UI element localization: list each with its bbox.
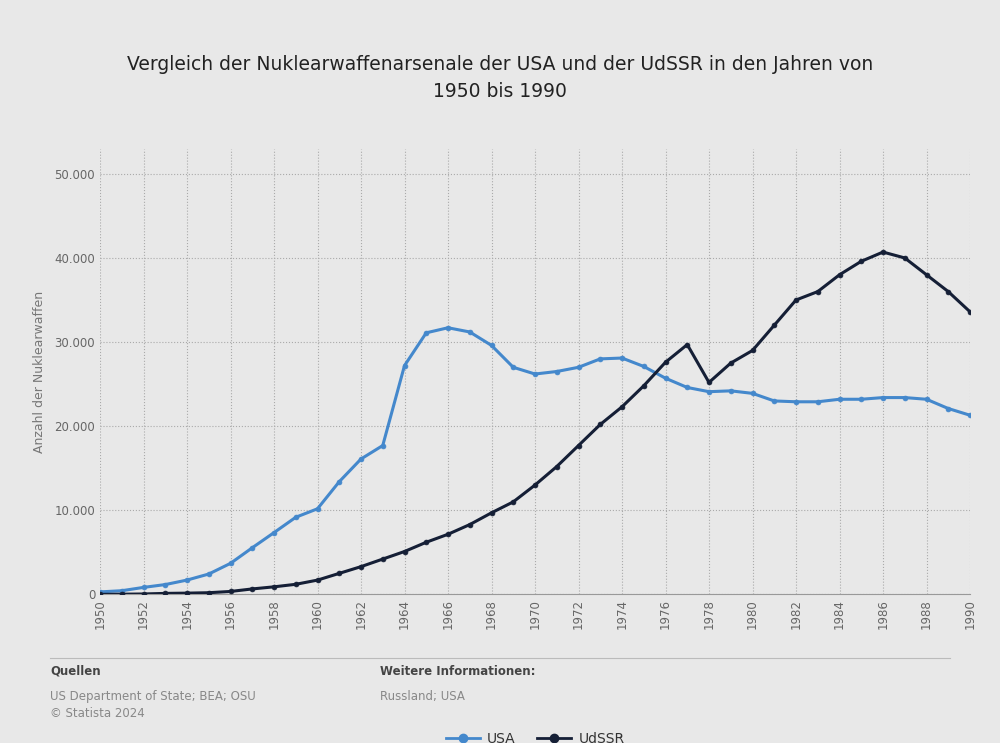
Text: Vergleich der Nuklearwaffenarsenale der USA und der UdSSR in den Jahren von
1950: Vergleich der Nuklearwaffenarsenale der … (127, 55, 873, 101)
Y-axis label: Anzahl der Nuklearwaffen: Anzahl der Nuklearwaffen (33, 291, 46, 452)
Text: Quellen: Quellen (50, 665, 101, 678)
Text: Weitere Informationen:: Weitere Informationen: (380, 665, 536, 678)
Text: © Statista 2024: © Statista 2024 (50, 707, 145, 720)
Text: Russland; USA: Russland; USA (380, 690, 465, 702)
Legend: USA, UdSSR: USA, UdSSR (440, 726, 630, 743)
Text: US Department of State; BEA; OSU: US Department of State; BEA; OSU (50, 690, 256, 702)
